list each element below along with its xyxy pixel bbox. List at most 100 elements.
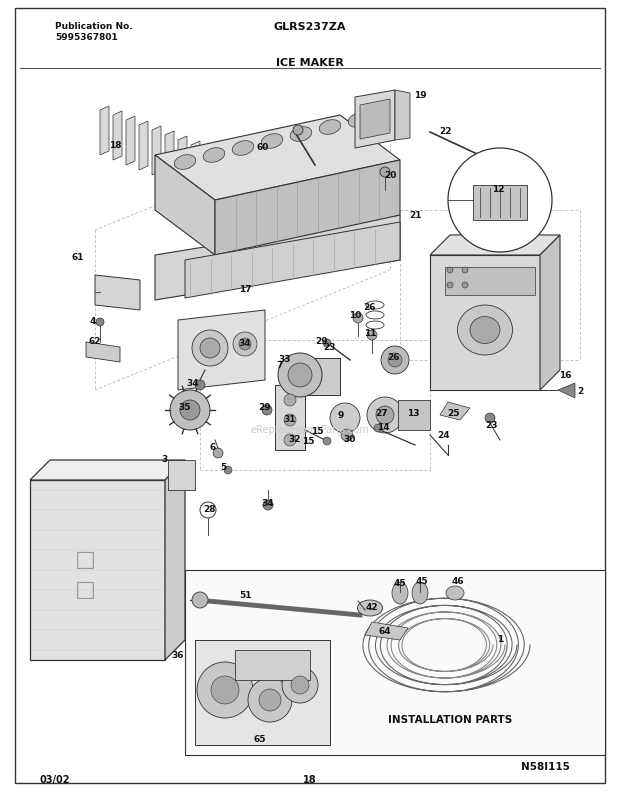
Text: 34: 34	[187, 379, 199, 387]
Polygon shape	[155, 115, 400, 200]
Ellipse shape	[174, 155, 196, 169]
Text: 34: 34	[239, 340, 251, 349]
Text: 26: 26	[364, 303, 376, 313]
Polygon shape	[440, 402, 470, 420]
Circle shape	[293, 125, 303, 135]
Circle shape	[259, 689, 281, 711]
Text: 61: 61	[72, 253, 84, 263]
Ellipse shape	[470, 317, 500, 344]
Ellipse shape	[446, 586, 464, 600]
Circle shape	[233, 332, 257, 356]
Text: 03/02: 03/02	[40, 775, 71, 785]
Polygon shape	[30, 460, 185, 480]
Text: 9: 9	[338, 410, 344, 419]
Polygon shape	[360, 99, 390, 139]
Polygon shape	[558, 383, 575, 398]
Circle shape	[284, 434, 296, 446]
Ellipse shape	[412, 582, 428, 604]
Circle shape	[180, 400, 200, 420]
Circle shape	[353, 313, 363, 323]
Ellipse shape	[458, 305, 513, 355]
Text: 4: 4	[90, 318, 96, 326]
Circle shape	[192, 330, 228, 366]
Polygon shape	[204, 146, 213, 195]
Text: N58I115: N58I115	[521, 762, 570, 772]
Text: Publication No.: Publication No.	[55, 22, 133, 31]
Circle shape	[96, 318, 104, 326]
Circle shape	[284, 394, 296, 406]
Ellipse shape	[290, 127, 312, 141]
Text: 31: 31	[284, 415, 296, 425]
Circle shape	[239, 338, 251, 350]
Polygon shape	[155, 215, 400, 300]
Circle shape	[224, 466, 232, 474]
Polygon shape	[178, 136, 187, 185]
Text: 16: 16	[559, 371, 571, 380]
Polygon shape	[152, 126, 161, 175]
Circle shape	[323, 339, 331, 347]
Text: 24: 24	[438, 430, 450, 440]
Polygon shape	[295, 358, 340, 395]
Circle shape	[447, 282, 453, 288]
Polygon shape	[430, 235, 560, 255]
Text: 22: 22	[439, 128, 451, 137]
Ellipse shape	[348, 113, 370, 127]
Text: 26: 26	[387, 353, 399, 361]
Polygon shape	[139, 121, 148, 170]
Text: 64: 64	[379, 627, 391, 637]
Polygon shape	[86, 342, 120, 362]
Ellipse shape	[232, 141, 254, 156]
Circle shape	[380, 167, 390, 177]
Circle shape	[288, 363, 312, 387]
Polygon shape	[355, 90, 395, 148]
Circle shape	[367, 397, 403, 433]
Text: 25: 25	[447, 408, 459, 418]
Text: 36: 36	[172, 650, 184, 660]
Circle shape	[170, 390, 210, 430]
Text: 65: 65	[254, 735, 266, 745]
Polygon shape	[445, 267, 535, 295]
Text: 30: 30	[344, 435, 356, 445]
Circle shape	[374, 424, 382, 432]
Text: INSTALLATION PARTS: INSTALLATION PARTS	[388, 715, 512, 725]
Polygon shape	[165, 131, 174, 180]
Polygon shape	[165, 460, 185, 660]
Polygon shape	[185, 222, 400, 298]
Text: 3: 3	[162, 456, 168, 464]
Text: 28: 28	[204, 506, 216, 515]
Circle shape	[485, 413, 495, 423]
Text: 29: 29	[259, 403, 272, 413]
Polygon shape	[365, 622, 408, 640]
Text: 29: 29	[316, 337, 329, 346]
Text: 51: 51	[239, 592, 251, 600]
Ellipse shape	[319, 120, 341, 134]
Bar	[185, 570, 605, 755]
Text: 42: 42	[366, 603, 378, 611]
Text: 21: 21	[409, 210, 421, 219]
Polygon shape	[540, 235, 560, 390]
Circle shape	[367, 330, 377, 340]
Polygon shape	[473, 185, 527, 220]
Circle shape	[262, 405, 272, 415]
Polygon shape	[395, 90, 410, 140]
Circle shape	[381, 346, 409, 374]
Circle shape	[278, 353, 322, 397]
Circle shape	[195, 380, 205, 390]
Text: 23: 23	[324, 344, 336, 353]
Text: 35: 35	[179, 403, 191, 413]
Circle shape	[213, 448, 223, 458]
Polygon shape	[398, 400, 430, 430]
Text: 46: 46	[452, 577, 464, 587]
Polygon shape	[430, 255, 540, 390]
Circle shape	[341, 429, 353, 441]
Text: 32: 32	[289, 435, 301, 445]
Text: 23: 23	[485, 421, 498, 430]
Text: 60: 60	[257, 144, 269, 152]
Circle shape	[192, 592, 208, 608]
Text: □: □	[74, 550, 95, 570]
Polygon shape	[168, 460, 195, 490]
Polygon shape	[235, 650, 310, 680]
Polygon shape	[275, 385, 305, 450]
Text: 62: 62	[89, 337, 101, 346]
Polygon shape	[215, 160, 400, 255]
